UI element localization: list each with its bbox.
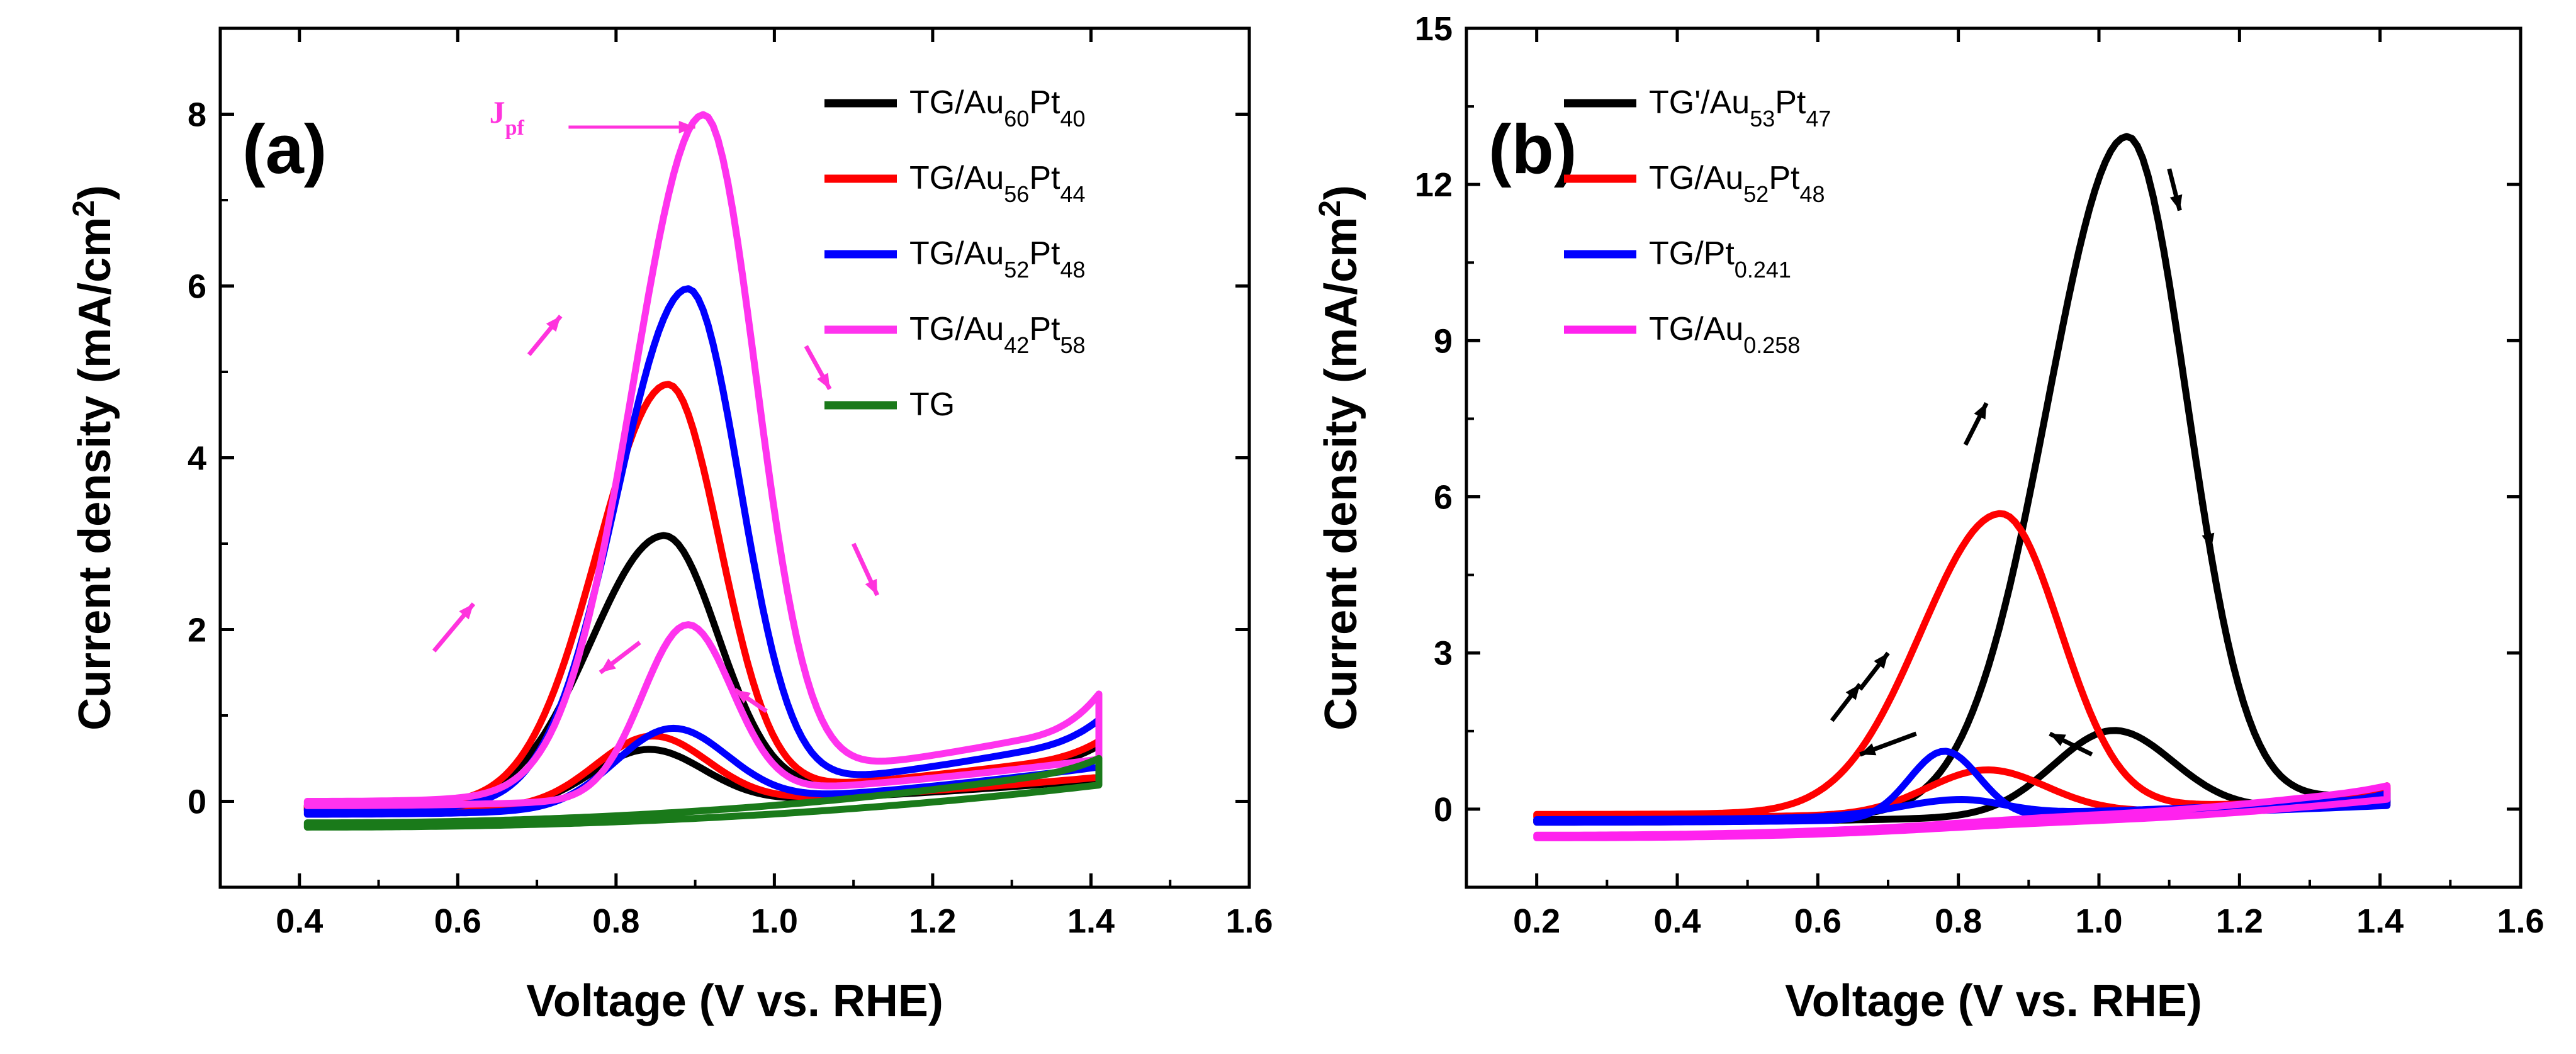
- x-tick-label: 1.6: [2497, 902, 2544, 940]
- y-axis-title: Current density (mA/cm2): [1313, 185, 1367, 731]
- legend-label-0: TG/Au60Pt40: [909, 84, 1086, 132]
- scan-arrow-head: [1860, 743, 1877, 756]
- series-line-2: [1533, 748, 2391, 826]
- y-tick-label: 2: [188, 612, 206, 649]
- y-tick-label: 6: [188, 268, 206, 306]
- scan-arrow-head: [865, 578, 877, 595]
- y-tick-label: 4: [188, 440, 206, 478]
- panel-a-chart: 0.4 0.6 0.8 1.0 1.2 1.4 1.6 0 2 4 6 8 Voltage (V vs.…: [67, 26, 1273, 1026]
- scan-arrow-head: [2202, 532, 2215, 549]
- scan-arrow-head: [2169, 194, 2183, 211]
- legend-label-2: TG/Au52Pt48: [909, 235, 1086, 283]
- series-line-1: [1533, 510, 2391, 821]
- x-tick-label: 1.2: [909, 902, 956, 940]
- panel-b-chart: 0.2 0.4 0.6 0.8 1.0 1.2 1.4 1.6 0 3 6 9 12 15 Voltage …: [1313, 10, 2545, 1026]
- series-line-3: [1533, 782, 2391, 841]
- x-tick-label: 0.8: [1935, 902, 1982, 940]
- plot-frame: [1465, 26, 2523, 889]
- x-tick-label: 1.6: [1225, 902, 1273, 940]
- y-tick-label: 0: [1434, 791, 1453, 829]
- y-tick-label: 0: [188, 783, 206, 821]
- legend-label-3: TG/Au42Pt58: [909, 311, 1086, 358]
- x-tick-label: 0.6: [434, 902, 481, 940]
- x-tick-label: 0.4: [276, 902, 323, 940]
- scan-arrow-head: [734, 690, 751, 704]
- scan-arrow-head: [600, 658, 616, 673]
- panel-label: (b): [1488, 111, 1577, 188]
- x-tick-label: 0.4: [1653, 902, 1701, 940]
- legend-label-4: TG: [909, 386, 955, 423]
- y-tick-label: 3: [1434, 635, 1453, 673]
- y-tick-label: 15: [1415, 10, 1453, 48]
- y-tick-label: 8: [188, 96, 206, 134]
- jpf-pointer-head: [678, 120, 695, 133]
- y-tick-label: 6: [1434, 479, 1453, 517]
- jpf-label: Jpf: [490, 94, 525, 140]
- legend-label-1: TG/Au56Pt44: [909, 160, 1086, 207]
- x-tick-label: 1.4: [1067, 902, 1115, 940]
- legend-label-2: TG/Pt0.241: [1649, 235, 1791, 283]
- series-line-2: [303, 285, 1103, 818]
- scan-arrow-head: [1974, 403, 1987, 420]
- x-axis-title: Voltage (V vs. RHE): [1785, 976, 2202, 1026]
- x-tick-label: 0.6: [1794, 902, 1842, 940]
- x-tick-label: 0.2: [1513, 902, 1560, 940]
- scan-arrow-head: [816, 373, 830, 390]
- x-tick-label: 1.2: [2216, 902, 2263, 940]
- panel-label: (a): [242, 111, 327, 188]
- x-tick-label: 1.0: [2075, 902, 2122, 940]
- scan-arrow-head: [546, 316, 561, 332]
- series-line-4: [303, 754, 1103, 831]
- scan-arrow-head: [1845, 684, 1860, 700]
- legend-label-1: TG/Au52Pt48: [1649, 160, 1825, 207]
- x-axis-title: Voltage (V vs. RHE): [526, 976, 943, 1026]
- x-tick-label: 1.4: [2356, 902, 2404, 940]
- scan-arrow-head: [459, 603, 474, 620]
- y-tick-label: 12: [1415, 166, 1453, 204]
- x-tick-label: 0.8: [592, 902, 639, 940]
- y-axis-title: Current density (mA/cm2): [67, 185, 121, 731]
- legend-label-3: TG/Au0.258: [1649, 311, 1800, 358]
- scan-arrow-head: [1874, 653, 1888, 669]
- x-tick-label: 1.0: [751, 902, 798, 940]
- legend-label-0: TG'/Au53Pt47: [1649, 84, 1831, 132]
- scan-arrow-head: [2049, 733, 2066, 746]
- y-tick-label: 9: [1434, 322, 1453, 360]
